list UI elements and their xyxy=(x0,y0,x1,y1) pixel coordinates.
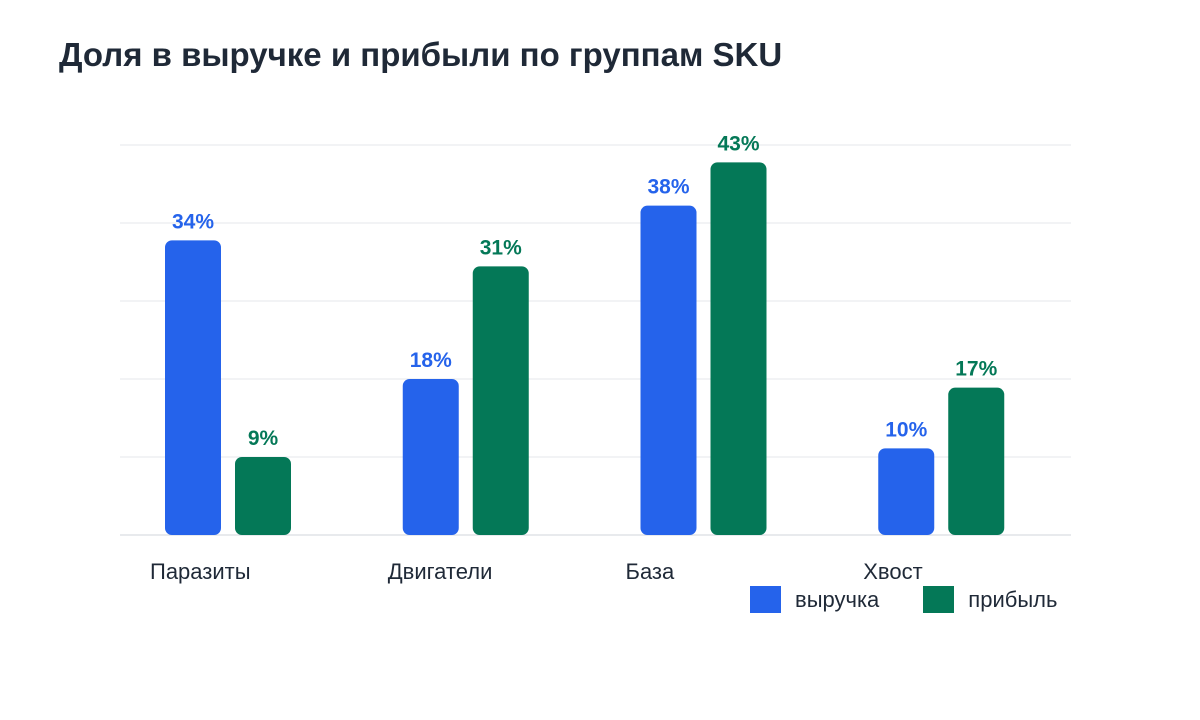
bar-revenue-4 xyxy=(878,448,935,535)
legend-item-revenue: выручка xyxy=(750,586,879,613)
category-label-4: Хвост xyxy=(863,559,922,584)
bar-revenue-1 xyxy=(165,240,221,536)
data-labels: 34% 9% 18% 31% 38% 43% 10% 17% xyxy=(172,132,998,450)
legend-item-profit: прибыль xyxy=(923,586,1057,613)
data-label-profit-2: 31% xyxy=(480,236,522,259)
bar-revenue-2 xyxy=(402,379,459,535)
legend-swatch-revenue xyxy=(750,586,781,613)
category-labels: Паразиты Двигатели База Хвост xyxy=(150,559,923,584)
data-label-revenue-4: 10% xyxy=(885,418,927,441)
category-label-1: Паразиты xyxy=(150,559,251,584)
bar-revenue-3 xyxy=(640,205,697,535)
legend-swatch-profit xyxy=(923,586,955,613)
data-label-profit-4: 17% xyxy=(955,358,997,381)
legend: выручка прибыль xyxy=(750,586,1057,613)
chart-title: Доля в выручке и прибыли по группам SKU xyxy=(59,36,783,73)
data-label-revenue-3: 38% xyxy=(647,176,689,199)
bar-profit-4 xyxy=(948,387,1005,535)
legend-label-revenue: выручка xyxy=(795,586,880,612)
bar-profit-1 xyxy=(235,457,291,535)
data-label-revenue-2: 18% xyxy=(410,349,452,372)
bars xyxy=(165,162,1005,536)
bar-profit-3 xyxy=(710,162,767,536)
category-label-3: База xyxy=(626,559,676,584)
data-label-profit-3: 43% xyxy=(717,132,759,155)
data-label-revenue-1: 34% xyxy=(172,210,214,233)
category-label-2: Двигатели xyxy=(388,559,493,584)
bar-profit-2 xyxy=(472,266,529,535)
legend-label-profit: прибыль xyxy=(968,586,1058,612)
data-label-profit-1: 9% xyxy=(248,427,279,450)
